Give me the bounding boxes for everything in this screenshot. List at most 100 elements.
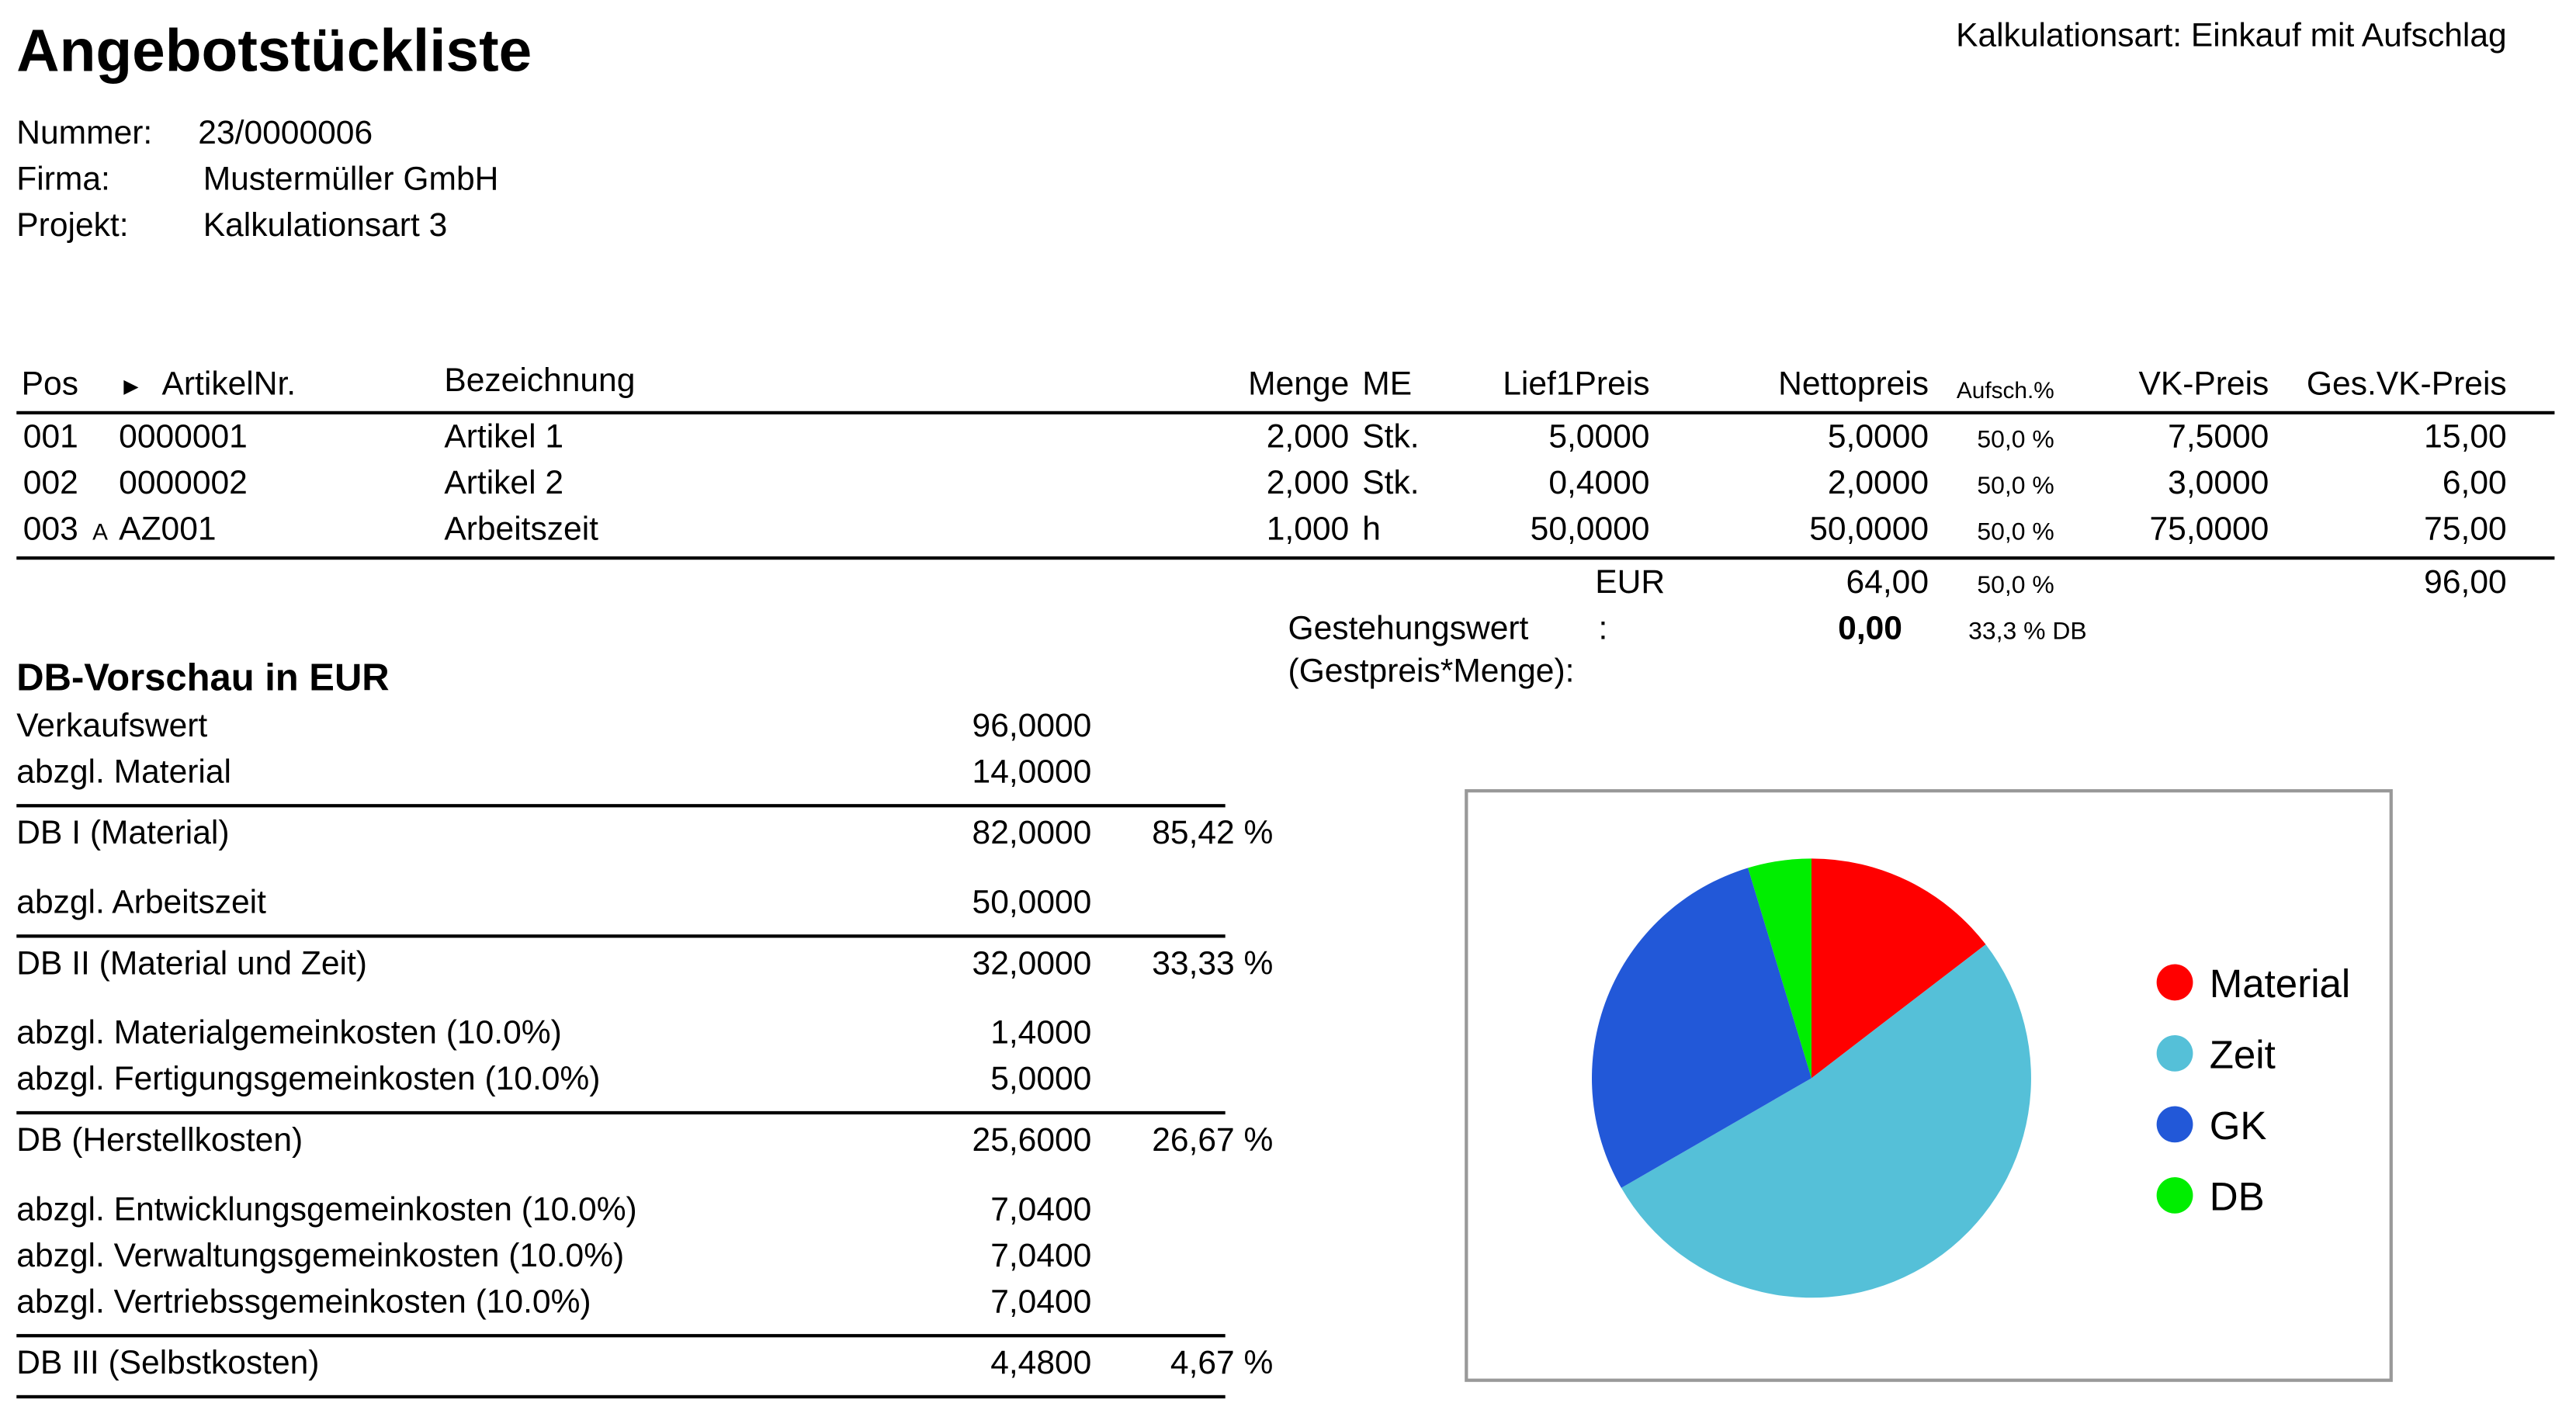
db-title: DB-Vorschau in EUR — [16, 655, 390, 698]
meta-value: Mustermüller GmbH — [203, 161, 499, 199]
divider — [16, 1394, 1226, 1398]
cell-netto: 50,0000 — [1809, 511, 1929, 549]
cell-gesvk: 15,00 — [2424, 419, 2507, 456]
total-aufsch: 50,0 % — [1977, 571, 2054, 600]
meta-label: Nummer: — [16, 115, 153, 152]
cell-bez: Artikel 2 — [444, 465, 564, 502]
divider — [16, 1110, 1226, 1114]
cell-menge: 2,000 — [1266, 419, 1350, 456]
legend-label: GK — [2210, 1103, 2267, 1148]
db-label: Verkaufswert — [16, 708, 208, 745]
col-header-gesvk: Ges.VK-Preis — [2306, 366, 2507, 404]
cell-flag: A — [92, 518, 109, 546]
kalkulationsart: Kalkulationsart: Einkauf mit Aufschlag — [1956, 18, 2507, 55]
db-value: 7,0400 — [990, 1192, 1092, 1228]
db-value: 32,0000 — [972, 946, 1092, 982]
divider — [16, 804, 1226, 807]
cell-vk: 75,0000 — [2149, 511, 2269, 549]
cell-me: Stk. — [1362, 419, 1420, 456]
cell-bez: Artikel 1 — [444, 419, 564, 456]
meta-value: Kalkulationsart 3 — [203, 208, 448, 244]
cell-vk: 7,5000 — [2168, 419, 2269, 456]
db-label: abzgl. Vertriebssgemeinkosten (10.0%) — [16, 1284, 591, 1322]
gestehung-colon: : — [1598, 611, 1608, 648]
cell-artikel: 0000002 — [119, 465, 248, 502]
gestehung-label: Gestehungswert — [1288, 611, 1529, 648]
cell-menge: 1,000 — [1266, 511, 1350, 549]
meta-label: Projekt: — [16, 208, 129, 244]
legend-marker — [2156, 1106, 2193, 1143]
meta-label: Firma: — [16, 161, 110, 199]
cell-netto: 2,0000 — [1827, 465, 1929, 502]
cell-gesvk: 6,00 — [2442, 465, 2507, 502]
cell-me: Stk. — [1362, 465, 1420, 502]
cell-lief: 50,0000 — [1530, 511, 1650, 549]
meta-value: 23/0000006 — [198, 115, 373, 152]
db-value: 7,0400 — [990, 1238, 1092, 1275]
legend-marker — [2156, 964, 2193, 1001]
col-header-artikel: ArtikelNr. — [161, 366, 296, 404]
col-header-sort_marker: ► — [119, 372, 144, 402]
db-label: abzgl. Entwicklungsgemeinkosten (10.0%) — [16, 1192, 637, 1228]
db-value: 96,0000 — [972, 708, 1092, 745]
cell-pos: 001 — [23, 419, 78, 456]
cell-aufsch: 50,0 % — [1977, 472, 2054, 501]
pie-slice-db — [1748, 858, 1812, 1079]
db-label: abzgl. Verwaltungsgemeinkosten (10.0%) — [16, 1238, 625, 1275]
cell-aufsch: 50,0 % — [1977, 518, 2054, 547]
legend-marker — [2156, 1176, 2193, 1214]
db-value: 4,4800 — [990, 1345, 1092, 1382]
cell-artikel: 0000001 — [119, 419, 248, 456]
cell-netto: 5,0000 — [1827, 419, 1929, 456]
db-value: 50,0000 — [972, 885, 1092, 922]
col-header-aufsch: Aufsch.% — [1956, 376, 2054, 404]
cell-gesvk: 75,00 — [2424, 511, 2507, 549]
db-percent: 33,33 % — [1152, 946, 1274, 982]
cell-vk: 3,0000 — [2168, 465, 2269, 502]
cell-bez: Arbeitszeit — [444, 511, 598, 549]
cell-aufsch: 50,0 % — [1977, 425, 2054, 455]
legend-label: Zeit — [2210, 1033, 2276, 1077]
db-label: abzgl. Material — [16, 754, 231, 792]
pie-slice-zeit — [1621, 944, 2031, 1298]
db-label: abzgl. Materialgemeinkosten (10.0%) — [16, 1015, 562, 1052]
db-percent: 85,42 % — [1152, 816, 1274, 852]
col-header-me: ME — [1362, 366, 1413, 404]
db-label: DB (Herstellkosten) — [16, 1122, 303, 1159]
db-label: abzgl. Fertigungsgemeinkosten (10.0%) — [16, 1062, 601, 1098]
cell-lief: 5,0000 — [1548, 419, 1650, 456]
chart-frame: Material Zeit GK DB — [1465, 788, 2393, 1382]
total-netto: 64,00 — [1846, 564, 1929, 601]
legend-label: Material — [2210, 961, 2351, 1006]
col-header-lief: Lief1Preis — [1503, 366, 1650, 404]
db-label: DB I (Material) — [16, 816, 230, 852]
legend-label: DB — [2210, 1175, 2265, 1219]
total-currency: EUR — [1595, 564, 1666, 601]
db-percent: 4,67 % — [1170, 1345, 1274, 1382]
col-header-menge: Menge — [1248, 366, 1350, 404]
divider — [16, 934, 1226, 937]
total-gesvk: 96,00 — [2424, 564, 2507, 601]
db-percent: 26,67 % — [1152, 1122, 1274, 1159]
db-value: 14,0000 — [972, 754, 1092, 792]
cell-lief: 0,4000 — [1548, 465, 1650, 502]
cell-me: h — [1362, 511, 1381, 549]
gestehung-db: 33,3 % DB — [1968, 617, 2087, 646]
pie-slice-material — [1811, 858, 1986, 1079]
db-value: 1,4000 — [990, 1015, 1092, 1052]
cell-menge: 2,000 — [1266, 465, 1350, 502]
pie-chart: Material Zeit GK DB — [1592, 858, 2351, 1298]
cell-pos: 002 — [23, 465, 78, 502]
pie-slice-gk — [1592, 868, 1812, 1188]
cell-artikel: AZ001 — [119, 511, 217, 549]
db-label: DB III (Selbstkosten) — [16, 1345, 320, 1382]
db-value: 25,6000 — [972, 1122, 1092, 1159]
page-title: Angebotstückliste — [16, 16, 532, 85]
col-header-pos: Pos — [21, 366, 78, 404]
db-value: 82,0000 — [972, 816, 1092, 852]
gestehung-value: 0,00 — [1838, 611, 1902, 648]
gestehung-sub: (Gestpreis*Menge): — [1288, 653, 1575, 691]
cell-pos: 003 — [23, 511, 78, 549]
legend-marker — [2156, 1035, 2193, 1072]
